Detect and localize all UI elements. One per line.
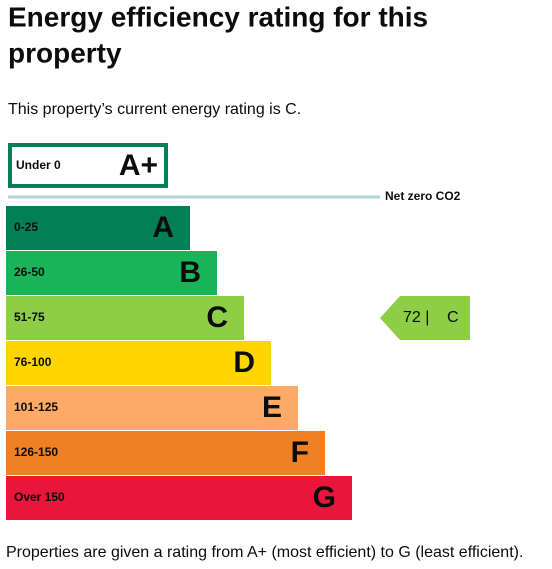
band-letter: G [313, 481, 336, 514]
band-range: Over 150 [14, 490, 65, 504]
band-letter: D [233, 346, 255, 379]
current-rating-value: 72 | [403, 309, 429, 326]
band-bar [6, 431, 325, 475]
title-line: Energy efficiency rating for this [8, 1, 428, 32]
band-bar [6, 386, 298, 430]
band-letter: E [262, 391, 282, 424]
title-line: property [8, 37, 122, 68]
band-letter: B [179, 256, 201, 289]
band-range: 76-100 [14, 355, 52, 369]
intro-text: This property’s current energy rating is… [8, 101, 301, 118]
band-letter: C [206, 301, 228, 334]
current-rating-arrow [380, 296, 470, 340]
band-letter: F [291, 436, 309, 469]
band-range: 126-150 [14, 445, 58, 459]
band-bar [6, 296, 244, 340]
band-range: 26-50 [14, 265, 45, 279]
band-range: 0-25 [14, 220, 38, 234]
band-bar [6, 341, 271, 385]
band-letter: A [152, 211, 174, 244]
current-rating-letter: C [447, 309, 459, 326]
band-bar [6, 206, 190, 250]
band-bar [6, 251, 217, 295]
top-band-range: Under 0 [16, 158, 61, 172]
band-range: 51-75 [14, 310, 45, 324]
band-bar [6, 476, 352, 520]
band-range: 101-125 [14, 400, 58, 414]
top-band-box [8, 143, 168, 188]
net-zero-label: Net zero CO2 [385, 189, 461, 203]
footer-text: Properties are given a rating from A+ (m… [6, 544, 523, 561]
top-band-letter: A+ [119, 149, 158, 182]
